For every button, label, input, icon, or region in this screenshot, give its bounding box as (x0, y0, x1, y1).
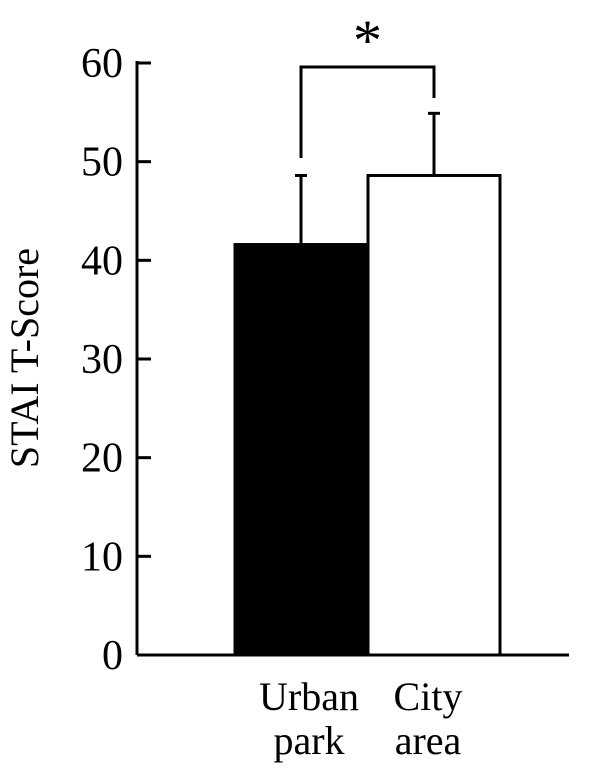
y-axis-title: STAI T-Score (2, 248, 47, 468)
y-tick-label-30: 30 (81, 337, 123, 383)
y-tick-label-10: 10 (81, 534, 123, 580)
x-category-label-0-line-0: Urban (259, 674, 359, 719)
y-tick-label-60: 60 (81, 41, 123, 87)
y-tick-label-0: 0 (102, 633, 123, 679)
y-tick-label-40: 40 (81, 238, 123, 284)
x-category-label-1-line-0: City (394, 674, 463, 719)
significance-bracket (299, 65, 436, 158)
bar-1 (366, 173, 502, 657)
y-tick-label-50: 50 (81, 140, 123, 186)
x-category-label-1-line-1: area (395, 718, 462, 763)
y-tick-label-20: 20 (81, 436, 123, 482)
bar-0 (233, 243, 370, 657)
x-category-label-0-line-1: park (273, 718, 344, 763)
significance-asterisk: * (353, 8, 382, 73)
